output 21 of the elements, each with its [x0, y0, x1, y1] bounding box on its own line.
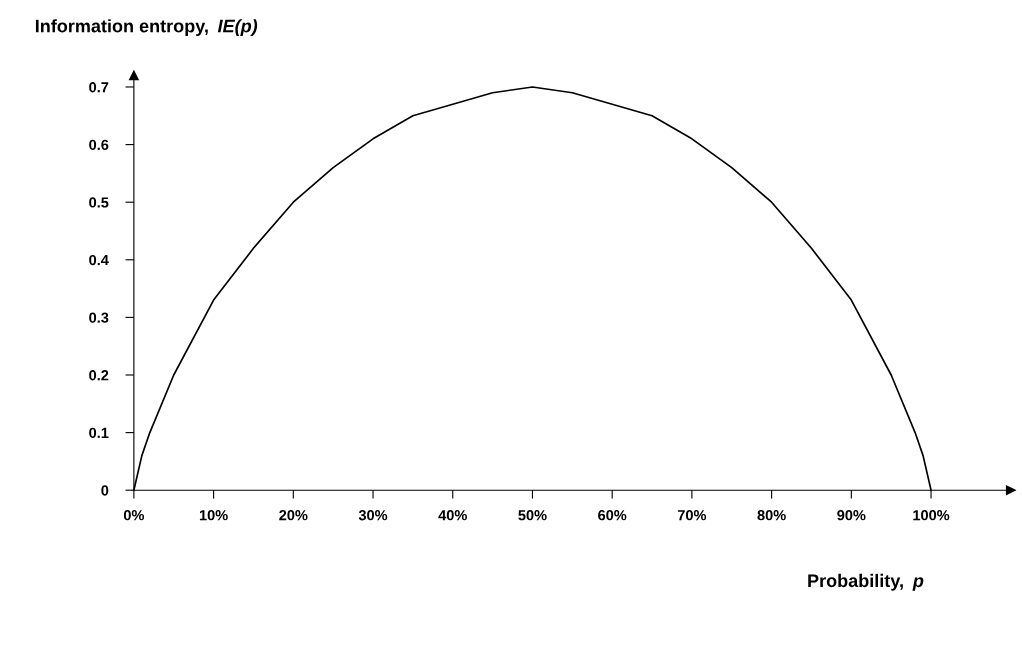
- x-tick-label: 100%: [913, 510, 950, 521]
- x-tick-label: 20%: [279, 510, 308, 521]
- x-tick-label: 80%: [757, 510, 786, 521]
- x-axis-title: Probability, p: [808, 573, 924, 591]
- y-tick-label: 0.6: [89, 139, 109, 151]
- y-tick-label: 0.4: [89, 254, 109, 266]
- y-tick-label: 0.2: [89, 370, 109, 381]
- y-tick-label: 0.7: [89, 82, 109, 93]
- x-tick-label: 70%: [677, 510, 707, 521]
- x-tick-label: 60%: [598, 510, 627, 521]
- x-tick-label: 30%: [358, 510, 388, 521]
- x-tick-label: 90%: [837, 510, 866, 521]
- x-tick-label: 40%: [438, 510, 467, 521]
- y-axis-title: Information entropy, IE(p): [35, 19, 258, 36]
- x-tick-label: 50%: [518, 510, 547, 521]
- y-tick-label: 0: [101, 485, 109, 496]
- y-tick-label: 0.5: [89, 197, 109, 208]
- x-tick-label: 10%: [199, 510, 228, 521]
- y-tick-label: 0.1: [89, 427, 109, 439]
- x-tick-label: 0%: [123, 510, 145, 521]
- y-tick-label: 0.3: [89, 312, 109, 323]
